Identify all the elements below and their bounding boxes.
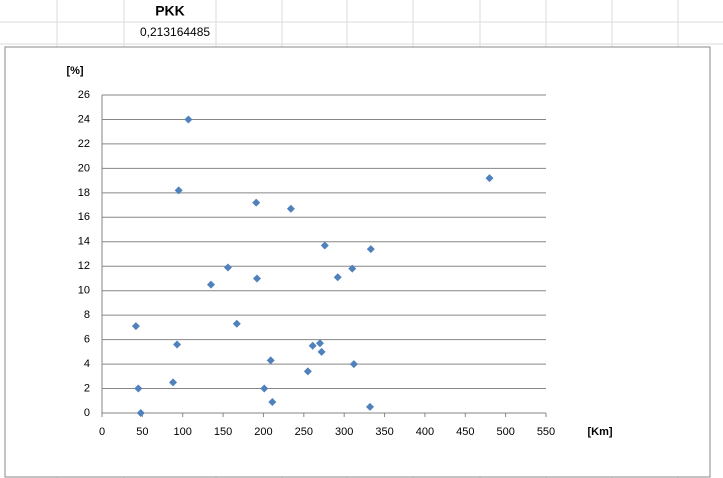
data-point [266,356,275,365]
x-tick-label: 550 [537,426,555,438]
x-tick-label: 500 [496,426,514,438]
x-tick-label: 150 [214,426,232,438]
data-point [169,378,178,387]
data-point [333,273,342,282]
data-point [303,367,312,376]
data-point [485,174,494,183]
data-point [315,339,324,348]
y-tick-label: 12 [78,260,90,272]
cell-header: PKK [155,3,185,19]
y-tick-label: 6 [84,334,90,346]
x-tick-label: 200 [254,426,272,438]
data-point [366,245,375,254]
y-tick-label: 18 [78,187,90,199]
data-point [232,319,241,328]
y-tick-label: 22 [78,138,90,150]
chart-area [4,46,711,478]
y-tick-label: 14 [78,236,90,248]
x-tick-label: 250 [295,426,313,438]
data-point [131,322,140,331]
y-tick-label: 16 [78,211,90,223]
y-tick-label: 8 [84,309,90,321]
data-point [349,360,358,369]
data-point [317,347,326,356]
y-tick-label: 20 [78,162,90,174]
data-point [134,384,143,393]
x-tick-label: 450 [456,426,474,438]
data-point [268,397,277,406]
y-tick-label: 4 [84,358,90,370]
y-tick-label: 0 [84,407,90,419]
y-tick-label: 2 [84,382,90,394]
data-point [308,341,317,350]
y-axis-label: [%] [66,65,83,77]
data-point [174,186,183,195]
data-point [260,384,269,393]
data-point [223,263,232,272]
y-tick-label: 24 [78,113,90,125]
data-point [348,264,357,273]
data-point [286,204,295,213]
y-tick-label: 10 [78,285,90,297]
data-point [252,198,261,207]
data-point [366,402,375,411]
y-tick-label: 26 [78,89,90,101]
data-point [184,115,193,124]
x-tick-label: 400 [416,426,434,438]
x-tick-label: 50 [136,426,148,438]
data-point [173,340,182,349]
data-point [252,274,261,283]
x-tick-label: 0 [99,426,105,438]
x-tick-label: 300 [335,426,353,438]
x-tick-label: 100 [174,426,192,438]
data-point [136,409,145,417]
x-tick-label: 350 [375,426,393,438]
cell-value: 0,213164485 [140,25,210,39]
x-axis-label: [Km] [587,426,612,438]
data-point [320,241,329,250]
data-point [206,280,215,289]
